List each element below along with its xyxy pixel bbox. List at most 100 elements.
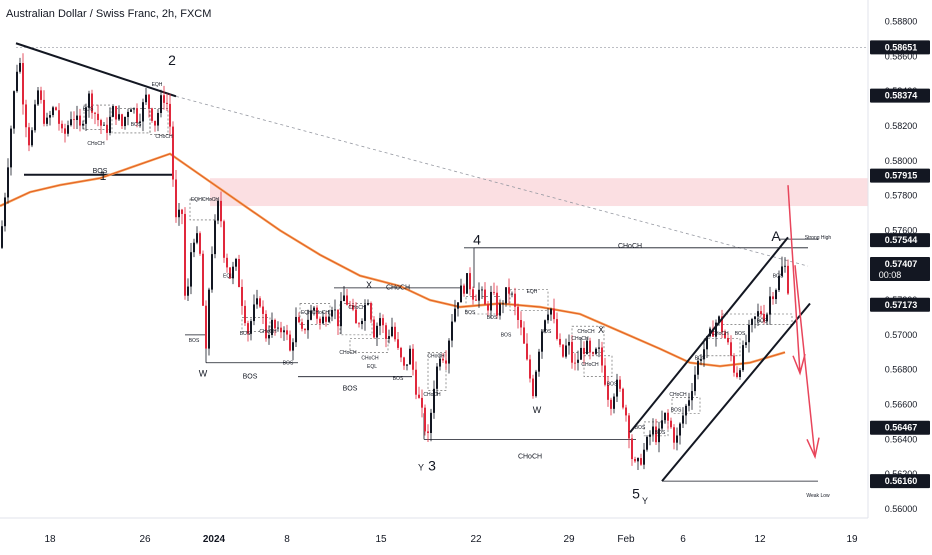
candle-body [697, 360, 699, 375]
candle-body [769, 296, 771, 315]
candle-body [460, 285, 462, 303]
price-label-bg-4 [870, 257, 930, 282]
candle-body [571, 341, 573, 363]
candle-body [1, 226, 3, 248]
candle-body [214, 220, 216, 255]
structure-box-16 [721, 313, 761, 325]
candle-body [691, 391, 693, 401]
annotation-53: CHoCH [711, 331, 729, 337]
structure-box-5 [299, 303, 331, 325]
x-tick-4: 15 [375, 534, 387, 545]
candle-body [49, 115, 51, 118]
candle-body [310, 310, 312, 320]
candle-body [757, 311, 759, 317]
candle-body [142, 102, 144, 122]
candle-body [706, 336, 708, 350]
candle-body [295, 316, 297, 343]
candle-body [754, 316, 756, 320]
candle-body [58, 110, 60, 124]
candle-body [586, 340, 588, 354]
candle-body [103, 124, 105, 126]
candle-body [244, 305, 246, 324]
annotation-36: EQL [367, 364, 377, 370]
x-tick-7: Feb [617, 534, 635, 545]
annotation-0: 2 [168, 52, 176, 68]
candle-body [670, 420, 672, 428]
candle-body [271, 319, 273, 336]
price-label-bg-3 [870, 233, 930, 248]
candle-body [517, 306, 519, 320]
price-label-2: 0.57915 [885, 171, 918, 181]
candle-body [226, 257, 228, 268]
candle-body [16, 71, 18, 92]
annotation-43: BOS [541, 329, 552, 335]
candle-body [196, 233, 198, 243]
annotation-56: BOS [773, 273, 784, 279]
candle-body [184, 213, 186, 296]
y-tick-4: 0.58000 [885, 156, 918, 166]
candle-body [733, 355, 735, 373]
candle-body [499, 303, 501, 316]
candle-body [25, 104, 27, 128]
candle-body [514, 293, 516, 307]
y-tick-11: 0.56600 [885, 400, 918, 410]
arrow-2-head [806, 437, 820, 460]
candle-body [88, 93, 90, 108]
candle-body [493, 291, 495, 293]
annotation-8: W [199, 369, 208, 379]
candle-body [421, 397, 423, 408]
candle-body [718, 316, 720, 323]
annotation-24: BOS [131, 122, 142, 128]
candle-body [151, 108, 153, 121]
candle-body [466, 273, 468, 294]
candle-body [538, 351, 540, 372]
annotation-47: BOS [607, 381, 618, 387]
candle-body [742, 345, 744, 371]
candle-body [508, 287, 510, 294]
structure-box-3 [189, 198, 219, 221]
candle-body [265, 313, 267, 339]
candle-body [652, 426, 654, 435]
candle-body [484, 289, 486, 305]
candle-body [535, 371, 537, 397]
candle-body [115, 106, 117, 120]
candle-body [145, 94, 147, 103]
annotation-49: BOS [655, 430, 666, 436]
annotation-48: BOS [635, 425, 646, 431]
candle-body [280, 327, 282, 333]
candle-body [643, 449, 645, 465]
candle-body [109, 116, 111, 133]
candle-body [94, 112, 96, 114]
candle-body [427, 431, 429, 433]
annotation-51: CHoCH [669, 392, 687, 398]
candle-body [403, 357, 405, 366]
candle-body [766, 314, 768, 322]
candle-body [70, 119, 72, 126]
candle-body [307, 319, 309, 331]
candle-body [370, 303, 372, 320]
candle-body [238, 258, 240, 287]
candle-body [703, 349, 705, 360]
candle-body [727, 337, 729, 343]
annotation-33: CHoCH [348, 305, 366, 311]
annotation-12: BOS [93, 168, 108, 175]
price-label-6: 0.56467 [885, 423, 918, 433]
candle-body [208, 289, 210, 349]
annotation-40: BOS [465, 310, 476, 316]
candle-body [454, 308, 456, 322]
annotation-10: X [366, 280, 372, 290]
candle-body [505, 287, 507, 304]
candle-body [574, 362, 576, 364]
candle-body [67, 125, 69, 134]
candle-body [91, 93, 93, 113]
candle-body [409, 348, 411, 365]
price-label-bg-1 [870, 88, 930, 103]
candle-body [415, 369, 417, 395]
candle-body [319, 318, 321, 324]
candle-body [694, 374, 696, 392]
candle-body [349, 304, 351, 306]
supply-zone [210, 178, 868, 207]
candle-body [172, 126, 174, 180]
